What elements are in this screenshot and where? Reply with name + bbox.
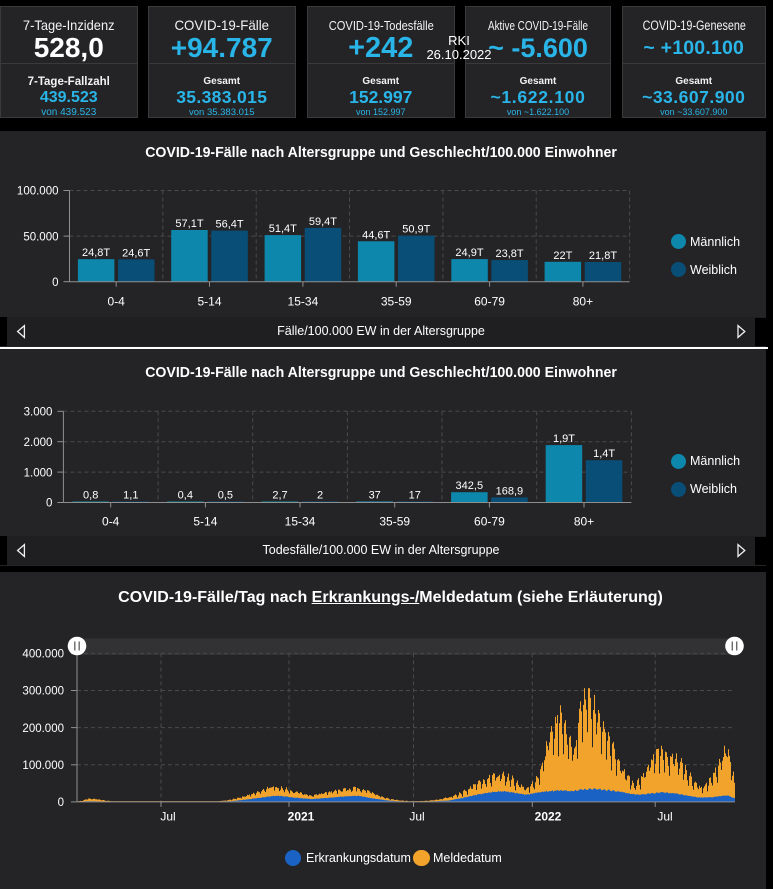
svg-text:2.000: 2.000: [24, 437, 53, 449]
svg-text:50,9T: 50,9T: [402, 224, 430, 236]
svg-text:22T: 22T: [553, 250, 572, 262]
svg-text:44,6T: 44,6T: [362, 229, 390, 241]
svg-text:23,8T: 23,8T: [496, 248, 524, 260]
svg-text:0,5: 0,5: [218, 490, 233, 502]
svg-text:60-79: 60-79: [474, 294, 505, 308]
svg-text:342,5: 342,5: [456, 480, 484, 492]
svg-text:2,7: 2,7: [272, 490, 287, 502]
svg-text:1.000: 1.000: [24, 467, 53, 479]
svg-text:51,4T: 51,4T: [269, 223, 297, 235]
svg-text:168,9: 168,9: [496, 485, 524, 497]
svg-text:3.000: 3.000: [24, 407, 53, 419]
svg-text:0: 0: [58, 797, 64, 809]
svg-text:2021: 2021: [288, 809, 315, 823]
svg-text:21,8T: 21,8T: [589, 250, 617, 262]
svg-text:56,4T: 56,4T: [216, 219, 244, 231]
svg-text:17: 17: [409, 490, 421, 502]
svg-text:80+: 80+: [574, 514, 594, 528]
svg-text:50.000: 50.000: [23, 231, 58, 243]
svg-text:24,8T: 24,8T: [82, 247, 110, 259]
svg-text:Jul: Jul: [657, 809, 672, 823]
svg-text:0: 0: [52, 277, 58, 289]
svg-text:0,4: 0,4: [178, 490, 193, 502]
svg-text:35-59: 35-59: [379, 514, 410, 528]
svg-text:100.000: 100.000: [22, 760, 64, 772]
svg-text:0: 0: [46, 498, 52, 510]
svg-text:59,4T: 59,4T: [309, 216, 337, 228]
svg-text:15-34: 15-34: [288, 294, 319, 308]
svg-text:300.000: 300.000: [22, 686, 64, 698]
svg-text:0-4: 0-4: [108, 294, 126, 308]
svg-text:1,4T: 1,4T: [593, 448, 615, 460]
svg-text:57,1T: 57,1T: [175, 218, 203, 230]
svg-text:35-59: 35-59: [381, 294, 412, 308]
svg-text:24,6T: 24,6T: [122, 247, 150, 259]
svg-text:80+: 80+: [573, 294, 593, 308]
svg-text:1,1: 1,1: [123, 490, 138, 502]
svg-text:100.000: 100.000: [17, 186, 59, 198]
svg-text:Jul: Jul: [160, 809, 175, 823]
svg-text:5-14: 5-14: [193, 514, 217, 528]
svg-text:1,9T: 1,9T: [553, 433, 575, 445]
svg-text:37: 37: [369, 489, 381, 501]
svg-text:2: 2: [317, 490, 323, 502]
svg-text:0,8: 0,8: [83, 490, 98, 502]
svg-text:2022: 2022: [535, 809, 562, 823]
svg-text:5-14: 5-14: [197, 294, 221, 308]
svg-text:400.000: 400.000: [22, 649, 64, 661]
svg-text:24,9T: 24,9T: [455, 247, 483, 259]
svg-text:Jul: Jul: [409, 809, 424, 823]
svg-text:200.000: 200.000: [22, 723, 64, 735]
svg-text:15-34: 15-34: [285, 514, 316, 528]
svg-text:0-4: 0-4: [102, 514, 120, 528]
svg-text:60-79: 60-79: [474, 514, 505, 528]
